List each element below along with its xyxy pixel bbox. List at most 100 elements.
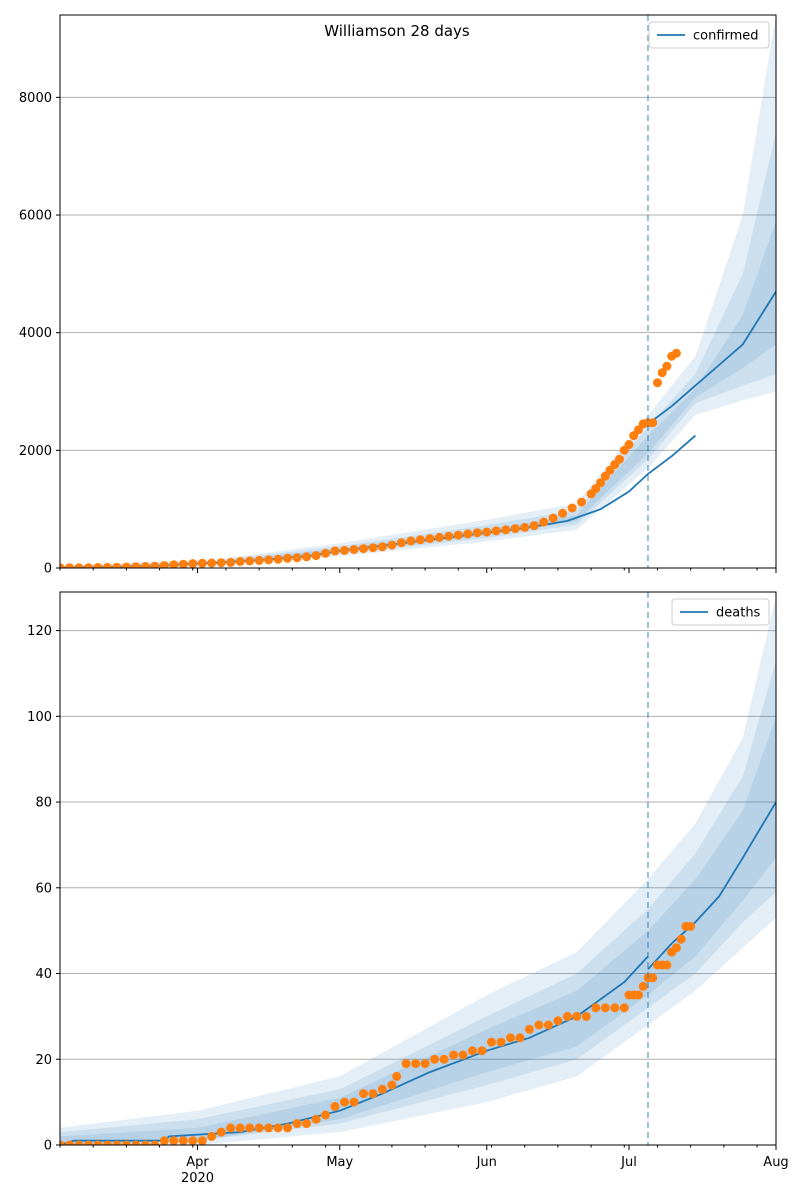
observed-point: [648, 418, 658, 428]
observed-point: [93, 1140, 103, 1145]
observed-point: [254, 1123, 264, 1133]
observed-point: [65, 563, 74, 568]
observed-point: [197, 558, 207, 568]
observed-point: [624, 440, 634, 449]
x-tick-label: Jul: [620, 1155, 637, 1170]
observed-point: [506, 1033, 515, 1043]
observed-point: [377, 542, 387, 552]
observed-point: [349, 545, 359, 554]
legend: deaths: [671, 598, 770, 626]
plot-area: [60, 15, 776, 568]
observed-point: [610, 1003, 620, 1013]
figure-title: Williamson 28 days: [324, 22, 470, 40]
observed-point: [387, 1080, 397, 1090]
observed-point: [548, 513, 558, 523]
observed-point: [150, 1140, 160, 1145]
observed-point: [169, 1136, 179, 1145]
observed-point: [406, 536, 416, 546]
observed-point: [434, 532, 444, 542]
observed-point: [463, 529, 473, 539]
observed-point: [449, 1050, 459, 1060]
observed-point: [638, 981, 648, 991]
observed-point: [169, 560, 179, 568]
observed-point: [558, 508, 568, 518]
observed-point: [340, 1097, 349, 1107]
observed-point: [216, 558, 226, 568]
observed-point: [671, 348, 681, 358]
x-tick-label: Aug: [763, 1155, 788, 1170]
observed-point: [131, 1140, 141, 1145]
observed-point: [159, 1136, 169, 1145]
observed-point: [112, 562, 122, 568]
x-tick-label: May: [326, 1155, 353, 1170]
observed-point: [524, 1024, 534, 1034]
observed-point: [359, 544, 368, 554]
observed-point: [634, 990, 643, 1000]
y-tick-label: 20: [35, 1053, 52, 1068]
observed-point: [330, 546, 340, 556]
observed-point: [159, 561, 169, 568]
observed-point: [453, 530, 463, 540]
observed-point: [444, 531, 454, 541]
observed-point: [401, 1059, 411, 1069]
observed-point: [657, 368, 667, 378]
observed-point: [562, 1011, 572, 1021]
axes-frame: [59, 14, 777, 569]
observed-point: [425, 534, 435, 544]
plot-area: [60, 596, 776, 1145]
observed-point: [377, 1084, 387, 1094]
observed-point: [74, 1140, 84, 1145]
legend-box: [671, 598, 770, 626]
observed-point: [368, 543, 378, 553]
observed-point: [321, 1110, 330, 1120]
observed-point: [496, 1037, 506, 1047]
observed-point: [349, 1097, 359, 1107]
observed-point: [539, 517, 549, 527]
y-tick-label: 4000: [19, 326, 52, 341]
observed-point: [529, 521, 539, 531]
observed-point: [387, 540, 397, 550]
y-tick-label: 100: [27, 710, 52, 725]
observed-point: [572, 1011, 582, 1021]
observed-point: [74, 563, 84, 568]
observed-point: [245, 1123, 255, 1133]
y-tick-label: 0: [44, 1139, 52, 1154]
observed-point: [178, 559, 188, 568]
observed-point: [543, 1020, 553, 1030]
observed-point: [501, 525, 511, 535]
observed-point: [615, 454, 624, 464]
observed-point: [330, 1101, 340, 1111]
observed-point: [477, 1046, 487, 1056]
observed-point: [254, 555, 264, 565]
observed-point: [302, 1119, 312, 1129]
observed-point: [515, 1033, 525, 1043]
observed-point: [510, 524, 520, 534]
observed-point: [121, 562, 131, 568]
legend-box: [648, 21, 770, 49]
observed-point: [368, 1089, 378, 1099]
observed-point: [458, 1050, 468, 1060]
observed-point: [226, 1123, 236, 1133]
observed-point: [653, 378, 662, 388]
observed-point: [415, 535, 425, 545]
observed-point: [84, 563, 93, 568]
y-tick-label: 2000: [19, 444, 52, 459]
confidence-band: [60, 660, 776, 1145]
observed-point: [321, 548, 330, 558]
observed-point: [292, 1119, 302, 1129]
observed-point: [93, 563, 103, 568]
observed-point: [482, 527, 492, 537]
observed-point: [534, 1020, 544, 1030]
observed-point: [411, 1059, 421, 1069]
observed-point: [60, 1140, 65, 1145]
observed-point: [150, 561, 160, 568]
observed-point: [600, 1003, 610, 1013]
forecast-line-deaths: [647, 801, 776, 970]
observed-point: [283, 1123, 293, 1133]
y-tick-label: 80: [35, 796, 52, 811]
observed-point: [140, 1140, 150, 1145]
observed-point: [591, 1003, 601, 1013]
